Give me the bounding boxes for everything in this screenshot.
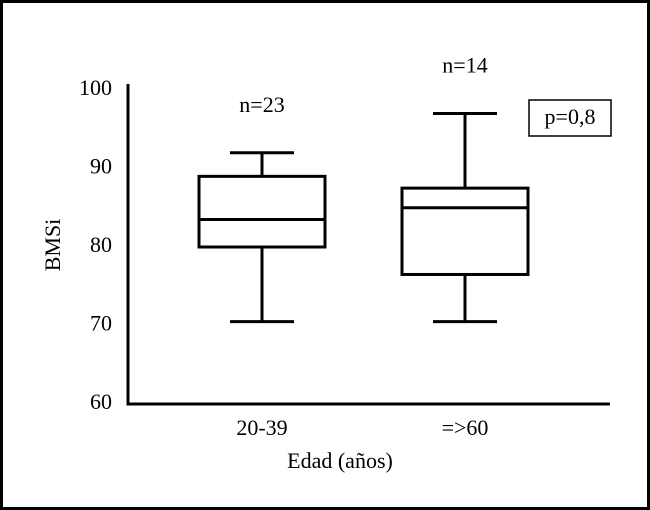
box xyxy=(197,174,327,249)
box xyxy=(400,186,530,276)
y-tick-label: 80 xyxy=(90,232,112,257)
x-tick-label: =>60 xyxy=(442,415,489,440)
y-tick-label: 70 xyxy=(90,311,112,336)
y-tick-label: 90 xyxy=(90,154,112,179)
y-tick-label: 100 xyxy=(79,75,112,100)
y-tick-label: 60 xyxy=(90,389,112,414)
x-axis-label: Edad (años) xyxy=(287,448,393,473)
y-axis-label: BMSi xyxy=(40,219,65,272)
annotation: p=0,8 xyxy=(545,104,596,129)
group-label: n=14 xyxy=(442,53,487,78)
x-tick-label: 20-39 xyxy=(236,415,287,440)
annotation-box xyxy=(528,99,612,137)
group-label: n=23 xyxy=(239,92,284,117)
